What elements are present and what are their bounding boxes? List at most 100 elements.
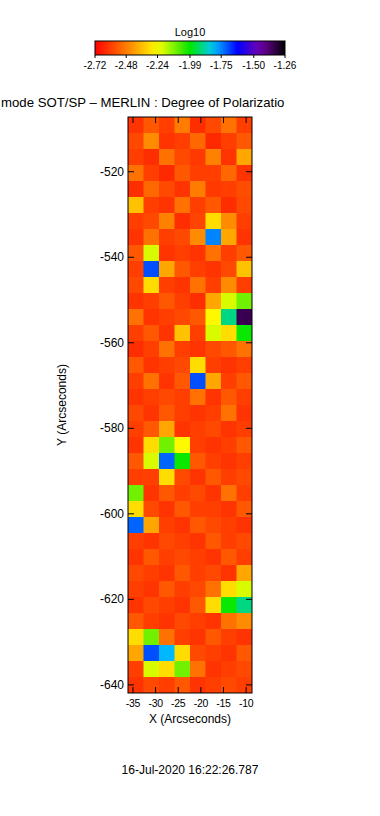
cell: [175, 549, 191, 566]
cell: [159, 149, 175, 166]
cell: [206, 549, 222, 566]
cell: [144, 341, 160, 358]
cell: [175, 421, 191, 438]
cell: [128, 293, 144, 310]
cell: [237, 277, 253, 294]
colorbar: [95, 41, 285, 55]
cell: [206, 629, 222, 646]
cell: [206, 149, 222, 166]
cell: [128, 661, 144, 678]
cell: [237, 133, 253, 150]
cell: [237, 309, 253, 326]
cell: [159, 325, 175, 342]
x-tick: [178, 117, 179, 123]
cell: [190, 309, 206, 326]
colorbar-tick-label: -2.24: [146, 60, 169, 71]
cell: [144, 405, 160, 422]
cell: [190, 629, 206, 646]
cell: [190, 181, 206, 198]
cell: [206, 213, 222, 230]
cell: [128, 533, 144, 550]
cell: [128, 437, 144, 454]
colorbar-tick: [285, 55, 286, 58]
cell: [221, 341, 237, 358]
cell: [128, 229, 144, 246]
cell: [237, 469, 253, 486]
cell: [144, 309, 160, 326]
cell: [159, 645, 175, 662]
chart: Log10-2.72-2.48-2.24-1.99-1.75-1.50-1.26…: [0, 0, 380, 816]
cell: [190, 645, 206, 662]
cell: [128, 245, 144, 262]
y-tick: [128, 342, 134, 343]
x-tick: [223, 687, 224, 693]
cell: [190, 357, 206, 374]
cell: [128, 277, 144, 294]
cell: [206, 421, 222, 438]
cell: [221, 437, 237, 454]
cell: [190, 581, 206, 598]
cell: [221, 565, 237, 582]
y-axis-label: Y (Arcseconds): [55, 364, 69, 446]
cell: [206, 309, 222, 326]
cell: [221, 533, 237, 550]
cell: [206, 613, 222, 630]
cell: [221, 357, 237, 374]
x-tick: [246, 687, 247, 693]
cell: [159, 357, 175, 374]
cell: [221, 453, 237, 470]
cell: [128, 501, 144, 518]
cell: [190, 197, 206, 214]
colorbar-tick-label: -1.50: [242, 60, 265, 71]
cell: [190, 421, 206, 438]
cell: [128, 149, 144, 166]
cell: [190, 677, 206, 693]
cell: [144, 501, 160, 518]
cell: [221, 117, 237, 134]
heatmap-cells: [128, 117, 252, 693]
cell: [190, 325, 206, 342]
cell: [128, 629, 144, 646]
cell: [206, 341, 222, 358]
cell: [206, 373, 222, 390]
y-tick: [128, 513, 134, 514]
cell: [159, 453, 175, 470]
cell: [159, 677, 175, 693]
cell: [175, 581, 191, 598]
cell: [159, 565, 175, 582]
cell: [206, 501, 222, 518]
cell: [128, 117, 144, 134]
cell: [206, 677, 222, 693]
cell: [190, 485, 206, 502]
cell: [237, 437, 253, 454]
cell: [221, 597, 237, 614]
cell: [175, 405, 191, 422]
cell: [190, 533, 206, 550]
cell: [221, 645, 237, 662]
cell: [128, 565, 144, 582]
cell: [237, 373, 253, 390]
colorbar-tick-label: -1.99: [179, 60, 202, 71]
cell: [175, 517, 191, 534]
cell: [237, 549, 253, 566]
cell: [206, 277, 222, 294]
cell: [206, 453, 222, 470]
cell: [206, 405, 222, 422]
cell: [237, 565, 253, 582]
cell: [237, 453, 253, 470]
cell: [128, 213, 144, 230]
cell: [159, 405, 175, 422]
cell: [190, 565, 206, 582]
y-tick-label: -560: [100, 336, 124, 350]
cell: [159, 485, 175, 502]
cell: [159, 245, 175, 262]
y-tick: [246, 684, 252, 685]
cell: [237, 229, 253, 246]
cell: [144, 277, 160, 294]
y-tick: [246, 257, 252, 258]
cell: [144, 373, 160, 390]
cell: [206, 533, 222, 550]
cell: [237, 325, 253, 342]
x-tick: [155, 687, 156, 693]
cell: [159, 549, 175, 566]
